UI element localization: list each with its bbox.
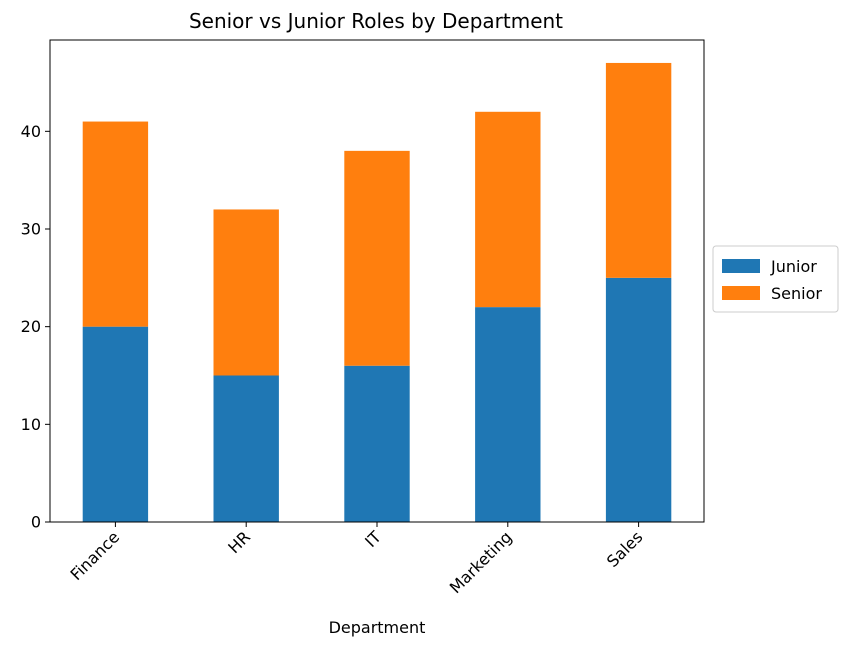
x-axis-label: Department: [329, 618, 426, 637]
bar-senior-sales: [605, 62, 672, 278]
legend: Junior Senior: [712, 245, 839, 313]
y-tick-label: 0: [31, 513, 41, 532]
legend-label-senior: Senior: [771, 284, 822, 303]
x-tick-label: Marketing: [446, 527, 516, 597]
bar-senior-finance: [82, 121, 149, 327]
bar-junior-it: [344, 365, 410, 522]
y-tick-label: 20: [21, 317, 41, 336]
bars-layer: [82, 62, 672, 522]
y-tick-label: 40: [21, 122, 41, 141]
legend-swatch-senior: [722, 286, 760, 300]
y-tick-label: 30: [21, 219, 41, 238]
x-tick-label: IT: [361, 527, 385, 551]
y-axis: 0 10 20 30 40: [21, 122, 50, 532]
bar-junior-hr: [213, 375, 279, 522]
legend-swatch-junior: [722, 259, 760, 273]
x-axis: Finance HR IT Marketing Sales: [67, 522, 647, 597]
x-tick-label: Finance: [67, 527, 124, 584]
bar-senior-hr: [213, 209, 279, 376]
x-tick-label: HR: [224, 527, 254, 557]
chart-title: Senior vs Junior Roles by Department: [189, 9, 563, 33]
y-tick-label: 10: [21, 415, 41, 434]
bar-junior-marketing: [475, 307, 541, 522]
bar-junior-sales: [605, 277, 672, 522]
bar-senior-it: [344, 150, 410, 366]
legend-label-junior: Junior: [770, 257, 817, 276]
x-tick-label: Sales: [603, 527, 647, 571]
bar-senior-marketing: [475, 111, 541, 308]
bar-junior-finance: [82, 326, 149, 522]
